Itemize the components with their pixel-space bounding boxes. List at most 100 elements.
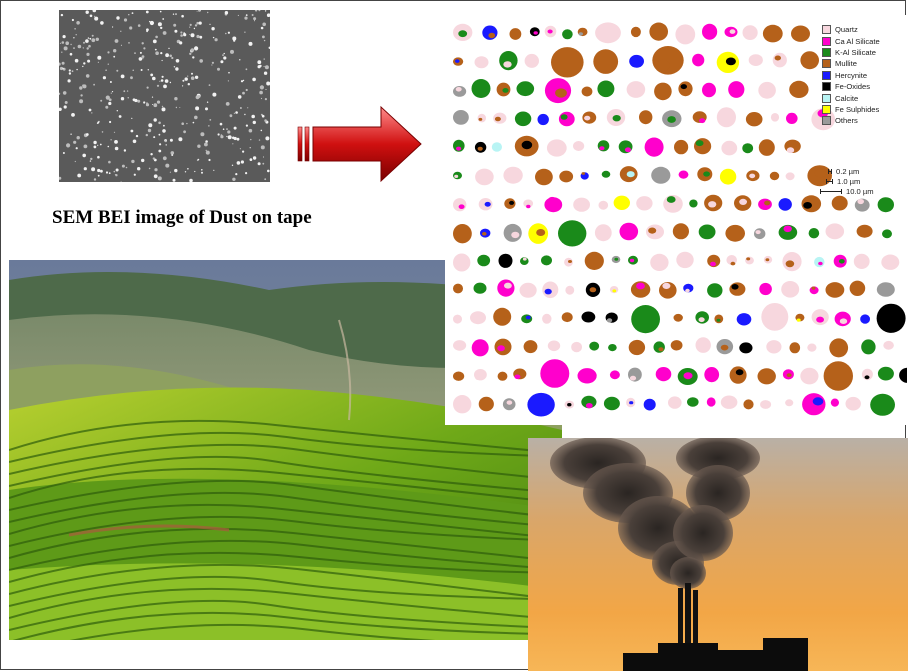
dust-speck [120, 44, 122, 46]
smokestack-photo [528, 438, 908, 671]
particle [849, 280, 866, 296]
dust-speck [245, 88, 248, 92]
particle [702, 23, 718, 40]
dust-speck [262, 35, 265, 39]
dust-speck [220, 60, 224, 64]
mineral-legend: Quartz Ca Al Silicate K-Al Silicate Mull… [822, 24, 880, 127]
dust-speck [194, 46, 199, 51]
dust-speck [178, 137, 183, 142]
legend-item: K-Al Silicate [822, 47, 880, 58]
legend-item: Hercynite [822, 70, 880, 81]
particle [791, 25, 810, 42]
dust-speck [89, 160, 92, 162]
particle-inclusion [497, 345, 505, 352]
terrace-line [9, 479, 562, 520]
dust-speck [153, 174, 158, 179]
particle-inclusion [735, 369, 744, 376]
particle [877, 366, 894, 381]
particle [881, 254, 900, 270]
dust-speck [85, 39, 89, 43]
dust-speck [88, 44, 91, 48]
dust-speck [143, 47, 146, 50]
particle-inclusion [640, 200, 648, 207]
dust-speck [240, 80, 244, 83]
particle [702, 82, 716, 98]
dust-speck [227, 130, 231, 134]
particle [558, 111, 575, 127]
particle [882, 229, 892, 239]
particle [754, 228, 766, 240]
dust-speck [137, 167, 141, 171]
particle [478, 396, 494, 412]
dust-speck [183, 32, 186, 35]
dust-speck [208, 84, 211, 86]
legend-item: Others [822, 115, 880, 126]
particle [761, 303, 789, 331]
dust-speck [102, 76, 106, 80]
dust-speck [168, 47, 170, 50]
particle-inclusion [544, 288, 552, 295]
dust-speck [73, 47, 75, 49]
dust-speck [116, 69, 119, 72]
dust-speck [205, 150, 210, 155]
dust-speck [120, 30, 122, 32]
dust-speck [143, 101, 146, 104]
dust-speck [100, 21, 104, 25]
terrace-line [9, 551, 562, 583]
dust-speck [101, 131, 104, 133]
scale-label: 10.0 µm [846, 186, 874, 196]
particle [762, 24, 783, 43]
dust-speck [65, 41, 69, 45]
particle-inclusion [599, 232, 608, 239]
particle [692, 53, 705, 67]
particle [800, 51, 819, 70]
dust-speck [68, 69, 71, 72]
particle-inclusion [739, 198, 747, 205]
dust-speck [113, 55, 116, 58]
dust-speck [146, 86, 149, 89]
dust-speck [109, 81, 112, 83]
particle-map-canvas [453, 22, 908, 417]
dust-speck [116, 16, 120, 20]
dust-speck [264, 119, 267, 122]
particle [629, 54, 644, 68]
dust-speck [153, 103, 158, 108]
dust-speck [62, 91, 67, 95]
dust-speck [174, 168, 178, 173]
particle-inclusion [612, 289, 617, 293]
dust-speck [64, 101, 68, 104]
particle-inclusion [791, 346, 797, 351]
particle [524, 53, 539, 68]
particle [745, 112, 763, 127]
dust-speck [137, 99, 141, 103]
dust-speck [190, 33, 195, 38]
dust-speck [259, 85, 264, 90]
dust-speck [251, 114, 255, 119]
terrace-line [9, 575, 562, 607]
particle-inclusion [811, 286, 816, 290]
dust-speck [225, 102, 230, 106]
dust-speck [97, 121, 100, 124]
dust-speck [161, 75, 164, 78]
dust-speck [105, 95, 110, 100]
dust-speck [257, 162, 261, 166]
dust-speck [180, 34, 183, 37]
dust-speck [62, 35, 66, 39]
particle [573, 197, 590, 212]
dust-speck [208, 158, 211, 162]
dust-speck [156, 84, 160, 87]
dust-speck [194, 75, 199, 80]
dust-speck [242, 150, 245, 153]
particle [509, 28, 522, 40]
dust-speck [105, 105, 109, 109]
particle-inclusion [666, 196, 676, 203]
dust-speck [165, 163, 170, 168]
dust-speck [208, 125, 210, 127]
particle [778, 224, 798, 240]
dust-speck [232, 36, 237, 41]
dust-speck [146, 30, 148, 33]
dust-speck [108, 101, 112, 106]
particle [577, 368, 597, 384]
dust-speck [172, 178, 176, 182]
particle-inclusion [488, 32, 496, 39]
